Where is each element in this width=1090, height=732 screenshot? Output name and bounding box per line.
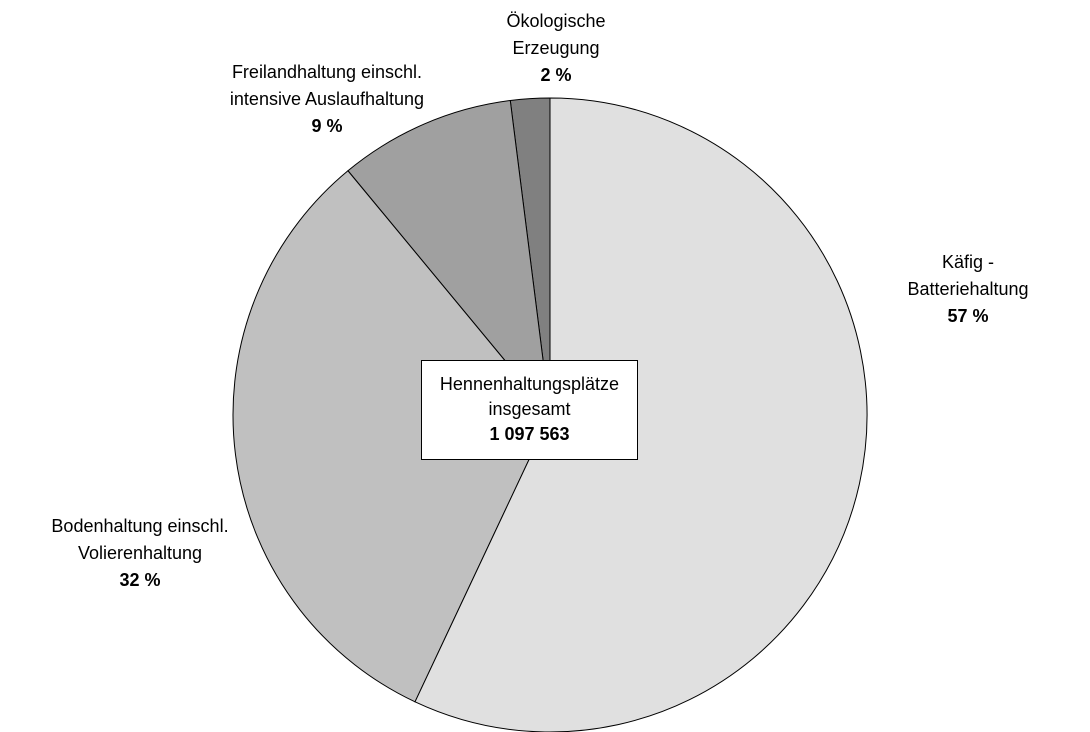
category-label: Bodenhaltung einschl. Volierenhaltung	[51, 516, 229, 563]
center-label: Hennenhaltungsplätze insgesamt	[439, 374, 620, 419]
slice-label: Freilandhaltung einschl. intensive Ausla…	[230, 59, 424, 140]
category-label: Ökologische Erzeugung	[506, 11, 606, 58]
slice-label: Ökologische Erzeugung 2 %	[506, 8, 605, 89]
value-label: 57 %	[947, 306, 989, 326]
slice-label: Käfig - Batteriehaltung 57 %	[907, 249, 1029, 330]
pie-slice	[232, 170, 551, 703]
value-label: 32 %	[119, 570, 161, 590]
value-label: 9 %	[311, 116, 343, 136]
center-box: Hennenhaltungsplätze insgesamt 1 097 563	[421, 360, 638, 460]
pie-slice	[347, 99, 551, 417]
slice-label: Bodenhaltung einschl. Volierenhaltung 32 …	[51, 513, 228, 594]
category-label: Käfig - Batteriehaltung	[907, 252, 1029, 299]
category-label: Freilandhaltung einschl. intensive Ausla…	[229, 62, 425, 109]
value-label: 2 %	[540, 65, 572, 85]
pie-slice	[414, 97, 868, 732]
center-total: 1 097 563	[489, 424, 570, 444]
